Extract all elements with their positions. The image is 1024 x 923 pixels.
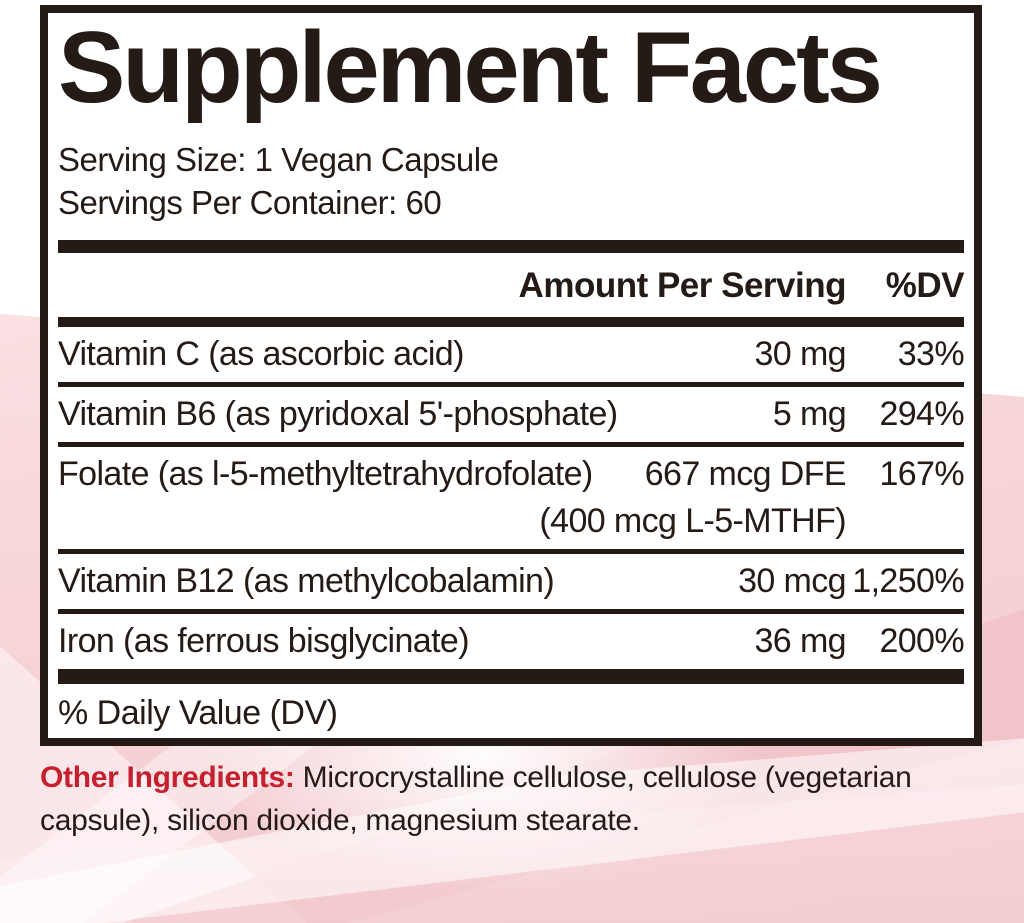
amount-value: 30 mcg	[738, 561, 847, 600]
thick-bar-top	[58, 239, 964, 253]
nutrient-name: Folate (as l-5-methyltetrahydrofolate)	[58, 454, 593, 493]
nutrient-name: Iron (as ferrous bisglycinate)	[58, 621, 470, 660]
column-header-dv: %DV	[885, 265, 965, 305]
amount-value: 667 mcg DFE	[644, 454, 847, 493]
nutrient-name: Vitamin C (as ascorbic acid)	[58, 334, 464, 373]
other-ingredients-text: Microcrystalline cellulose, cellulose (v…	[40, 761, 912, 837]
header-rule	[58, 316, 964, 327]
serving-size: Serving Size: 1 Vegan Capsule	[58, 140, 499, 178]
table-header-row: Amount Per Serving %DV	[58, 253, 965, 317]
table-row: Vitamin C (as ascorbic acid) 30 mg 33%	[58, 327, 965, 382]
dv-value: 1,250%	[852, 561, 964, 600]
amount-value: 30 mg	[754, 334, 847, 373]
other-ingredients-label: Other Ingredients:	[40, 761, 295, 794]
row-divider	[58, 441, 964, 447]
amount-value: 36 mg	[754, 621, 847, 660]
dv-value: 33%	[897, 334, 965, 373]
table-row: Vitamin B6 (as pyridoxal 5'-phosphate) 5…	[58, 387, 965, 442]
nutrient-name: Vitamin B6 (as pyridoxal 5'-phosphate)	[58, 394, 618, 433]
supplement-facts-panel: Supplement Facts Serving Size: 1 Vegan C…	[40, 5, 982, 746]
amount-value-line2: (400 mcg L-5-MTHF)	[539, 501, 846, 540]
thick-bar-bottom	[58, 668, 964, 684]
column-header-amount: Amount Per Serving	[518, 265, 847, 305]
amount-value: 5 mg	[772, 394, 847, 433]
dv-value: 167%	[879, 454, 964, 493]
table-row: Folate (as l-5-methyltetrahydrofolate) 6…	[58, 447, 965, 502]
footnote-daily-value: % Daily Value (DV)	[58, 693, 338, 732]
nutrient-name: Vitamin B12 (as methylcobalamin)	[58, 561, 555, 600]
servings-per-container: Servings Per Container: 60	[58, 183, 442, 221]
panel-title: Supplement Facts	[58, 12, 883, 124]
row-divider	[58, 548, 964, 554]
dv-value: 200%	[879, 621, 964, 660]
other-ingredients: Other Ingredients: Microcrystalline cell…	[40, 757, 992, 842]
row-divider	[58, 608, 964, 614]
row-divider	[58, 381, 964, 387]
dv-value: 294%	[879, 394, 964, 433]
table-row: Vitamin B12 (as methylcobalamin) 30 mcg …	[58, 554, 965, 609]
table-row: Iron (as ferrous bisglycinate) 36 mg 200…	[58, 614, 965, 669]
